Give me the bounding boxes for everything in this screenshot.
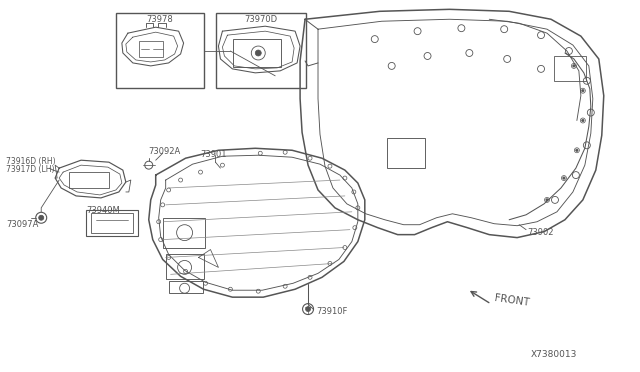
Circle shape — [582, 119, 584, 122]
Text: 73940M: 73940M — [86, 206, 120, 215]
Text: 73917D (LH): 73917D (LH) — [6, 165, 55, 174]
Text: 73901: 73901 — [200, 150, 227, 159]
Circle shape — [39, 215, 44, 220]
Text: 73978: 73978 — [147, 15, 173, 24]
Text: 73097A: 73097A — [6, 220, 39, 229]
Bar — [139, 41, 163, 57]
Circle shape — [573, 65, 575, 67]
Bar — [116, 13, 204, 88]
Text: 73902: 73902 — [527, 228, 554, 237]
Text: X7380013: X7380013 — [531, 350, 577, 359]
Bar — [554, 56, 586, 81]
Bar — [86, 210, 138, 235]
Circle shape — [563, 177, 565, 179]
Text: FRONT: FRONT — [493, 293, 529, 308]
Text: 73910F: 73910F — [316, 307, 348, 316]
Circle shape — [305, 307, 310, 312]
Text: 73092A: 73092A — [148, 147, 181, 156]
Bar — [234, 39, 281, 67]
Circle shape — [576, 149, 578, 151]
Bar — [166, 254, 204, 279]
Circle shape — [582, 90, 584, 92]
Bar — [216, 13, 306, 88]
Circle shape — [546, 199, 548, 201]
Bar — [169, 281, 202, 293]
Text: 73970D: 73970D — [244, 15, 278, 24]
Circle shape — [255, 50, 261, 56]
Bar — [163, 218, 205, 247]
Bar — [387, 138, 424, 168]
Text: 73916D (RH): 73916D (RH) — [6, 157, 56, 166]
Bar — [69, 172, 109, 188]
Bar — [91, 213, 133, 232]
